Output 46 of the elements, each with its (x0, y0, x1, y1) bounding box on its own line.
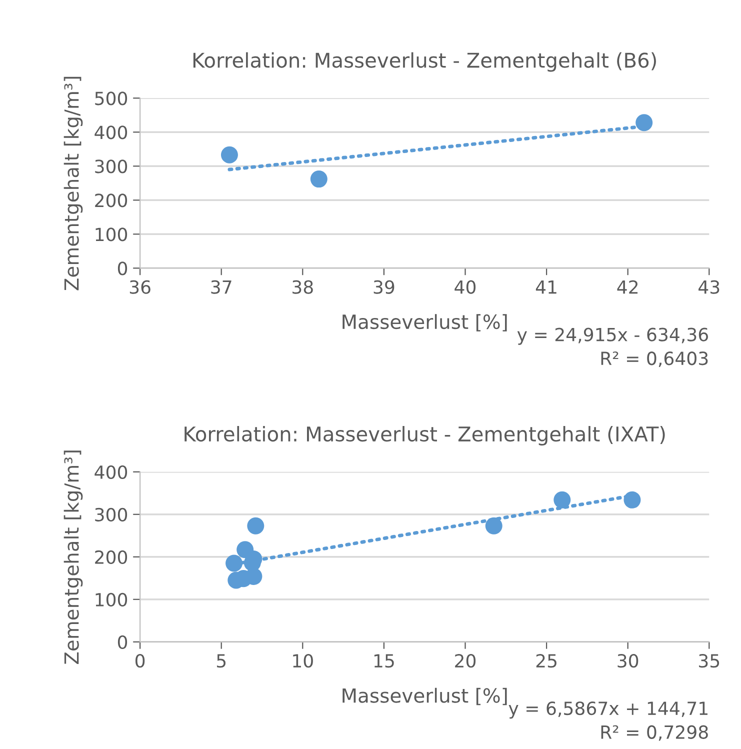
x-tick-label: 5 (216, 654, 226, 668)
x-tick-label: 10 (293, 654, 313, 668)
y-tick-label: 100 (96, 228, 128, 242)
point (554, 491, 571, 508)
point (624, 491, 641, 508)
x-tick-label: 15 (374, 654, 394, 668)
point (485, 517, 502, 534)
y-tick-label: 400 (94, 126, 128, 140)
x-tick-label: 41 (536, 280, 556, 294)
text: R² = 0,7298 (601, 725, 708, 741)
y-tick-label: 0 (118, 262, 128, 276)
x-tick-label: 35 (699, 654, 720, 668)
point (636, 114, 653, 132)
text: y = 6,5867x + 144,71 (508, 701, 708, 719)
point (245, 568, 262, 585)
x-tick-label: 25 (536, 654, 556, 668)
x-tick-label: 38 (292, 280, 313, 294)
x-tick-label: 37 (211, 280, 232, 294)
y-axis-title: Zementgehalt [kg/m³] (64, 76, 83, 290)
y-tick-label: 200 (95, 194, 128, 208)
chart-title: Korrelation: Masseverlust - Zementgehalt (B6) (193, 52, 656, 72)
y-tick-label: 100 (96, 592, 128, 607)
point (220, 146, 238, 164)
y-tick-label: 300 (95, 508, 128, 522)
x-tick-label: 40 (454, 280, 476, 294)
text: R² = 0,6403 (601, 352, 708, 368)
x-axis-title: Masseverlust [%] (342, 688, 507, 706)
y-axis-title: Zementgehalt [kg/m³] (64, 450, 83, 664)
point (310, 170, 328, 188)
x-tick-label: 20 (455, 654, 476, 668)
chart-title: Korrelation: Masseverlust - Zementgehalt (IXAT) (184, 426, 665, 446)
x-tick-label: 43 (698, 280, 720, 294)
y-tick-label: 0 (118, 635, 128, 650)
x-tick-label: 36 (130, 280, 150, 294)
y-tick-label: 200 (95, 550, 128, 564)
x-tick-label: 30 (618, 654, 638, 668)
x-axis-title: Masseverlust [%] (342, 314, 507, 332)
x-tick-label: 42 (617, 280, 638, 294)
point (226, 554, 243, 572)
text: y = 24,915x - 634,36 (517, 328, 708, 345)
x-tick-label: 39 (374, 280, 394, 294)
y-tick-label: 500 (95, 92, 128, 106)
y-tick-label: 400 (94, 465, 128, 479)
y-tick-label: 300 (95, 160, 128, 174)
x-tick-label: 0 (135, 654, 145, 668)
point (247, 517, 264, 534)
